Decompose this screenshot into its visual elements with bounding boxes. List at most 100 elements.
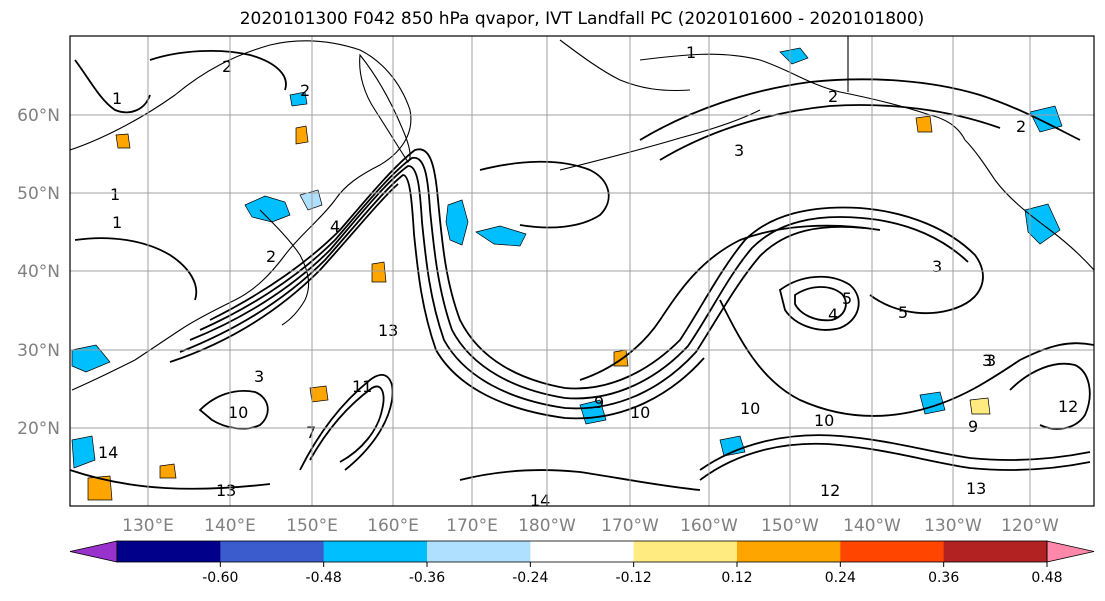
colorbar-segment bbox=[427, 541, 531, 562]
contour-line bbox=[699, 442, 1091, 481]
contour-label: 13 bbox=[966, 479, 986, 498]
lon-label: 130°E bbox=[122, 516, 174, 536]
contour-line bbox=[199, 157, 969, 400]
contour-line bbox=[639, 78, 1081, 141]
contour-label: 7 bbox=[306, 423, 316, 442]
contour-line bbox=[74, 237, 198, 301]
lat-label-50n: 50°N bbox=[17, 184, 60, 204]
ivt-contours bbox=[70, 49, 1094, 491]
shading-patch bbox=[445, 199, 469, 246]
contour-label: 10 bbox=[740, 399, 760, 418]
coastlines bbox=[70, 36, 1094, 391]
contour-label: 1 bbox=[112, 213, 122, 232]
colorbar-segment bbox=[737, 541, 841, 562]
lon-label: 130°W bbox=[924, 516, 982, 536]
colorbar-tick-label: 0.36 bbox=[928, 570, 959, 586]
shading-patch bbox=[295, 125, 309, 145]
shading-patch bbox=[71, 435, 96, 469]
coastline-aleutians bbox=[559, 109, 761, 171]
contour-label: 4 bbox=[828, 305, 838, 324]
shading-patch bbox=[244, 195, 291, 223]
lon-label: 140°W bbox=[843, 516, 901, 536]
contour-label: 3 bbox=[982, 351, 992, 370]
shading-patch bbox=[1029, 105, 1063, 133]
shading-patch bbox=[779, 47, 809, 65]
colorbar-ticks: -0.60 -0.48 -0.36 -0.24 -0.12 0.12 0.24 0.36 0.4… bbox=[202, 562, 1063, 586]
colorbar-segment bbox=[943, 541, 1048, 562]
colorbar-tick-label: -0.24 bbox=[512, 570, 548, 586]
shading-patch bbox=[719, 435, 746, 457]
shading-patch bbox=[309, 385, 329, 403]
contour-label: 2 bbox=[266, 247, 276, 266]
colorbar-tick-label: -0.36 bbox=[409, 570, 445, 586]
colorbar-tick-label: -0.12 bbox=[616, 570, 652, 586]
map-title: 2020101300 F042 850 hPa qvapor, IVT Land… bbox=[239, 9, 925, 29]
colorbar-tick-label: 0.24 bbox=[825, 570, 856, 586]
contour-label: 3 bbox=[734, 141, 744, 160]
lat-label-60n: 60°N bbox=[17, 106, 60, 126]
colorbar-tick-label: -0.60 bbox=[202, 570, 238, 586]
coastline-alaska bbox=[639, 53, 966, 141]
contour-line bbox=[699, 434, 1091, 471]
lon-label: 160°W bbox=[680, 516, 738, 536]
contour-label: 11 bbox=[352, 377, 372, 396]
colorbar: -0.60 -0.48 -0.36 -0.24 -0.12 0.12 0.24 0.36 0.4… bbox=[69, 540, 1095, 586]
colorbar-tick-label: -0.48 bbox=[306, 570, 342, 586]
lat-label-30n: 30°N bbox=[17, 341, 60, 361]
latitude-labels: 60°N 50°N 40°N 30°N 20°N bbox=[17, 106, 60, 439]
lon-label: 150°W bbox=[761, 516, 819, 536]
contour-label: 1 bbox=[110, 185, 120, 204]
coastline-siberia bbox=[559, 39, 691, 92]
contour-label: 5 bbox=[898, 303, 908, 322]
lon-label: 170°W bbox=[601, 516, 659, 536]
shading-patch bbox=[115, 133, 131, 149]
contour-label: 3 bbox=[932, 257, 942, 276]
coastline-japan bbox=[259, 209, 310, 326]
lat-label-40n: 40°N bbox=[17, 262, 60, 282]
lat-label-20n: 20°N bbox=[17, 419, 60, 439]
contour-label: 1 bbox=[686, 43, 696, 62]
shading-patch bbox=[289, 91, 308, 107]
contour-line bbox=[70, 469, 271, 490]
colorbar-outline bbox=[116, 540, 1048, 563]
contour-label: 13 bbox=[378, 321, 398, 340]
lon-label: 120°W bbox=[1001, 516, 1059, 536]
colorbar-segment bbox=[633, 541, 738, 562]
contour-label: 3 bbox=[254, 367, 264, 386]
colorbar-segment bbox=[323, 541, 428, 562]
shading-patch bbox=[915, 115, 933, 133]
colorbar-segment bbox=[840, 541, 945, 562]
contour-label: 4 bbox=[330, 217, 340, 236]
colorbar-segment bbox=[117, 541, 221, 562]
colorbar-segments bbox=[69, 540, 1095, 563]
contour-line bbox=[459, 469, 701, 491]
shading-patch bbox=[969, 397, 991, 415]
contour-label: 2 bbox=[1016, 117, 1026, 136]
contour-label: 13 bbox=[216, 481, 236, 500]
contour-label: 3 bbox=[986, 351, 996, 370]
contour-label: 14 bbox=[98, 443, 118, 462]
contour-line bbox=[299, 374, 394, 471]
contour-label: 10 bbox=[228, 403, 248, 422]
contour-label: 2 bbox=[300, 81, 310, 100]
lon-label: 170°E bbox=[446, 516, 498, 536]
contour-label: 12 bbox=[820, 481, 840, 500]
colorbar-segment bbox=[220, 541, 325, 562]
contour-line bbox=[74, 59, 151, 114]
shading-layer bbox=[71, 47, 1063, 501]
contour-label: 14 bbox=[530, 491, 550, 510]
colorbar-extend-high bbox=[1046, 540, 1095, 563]
lon-label: 180°W bbox=[518, 516, 576, 536]
contour-label: 12 bbox=[1058, 397, 1078, 416]
shading-patch bbox=[87, 475, 113, 501]
colorbar-segment bbox=[530, 541, 635, 562]
contour-label: 2 bbox=[222, 57, 232, 76]
shading-patch bbox=[371, 261, 387, 283]
map-frame bbox=[69, 35, 1095, 507]
contour-label: 5 bbox=[842, 289, 852, 308]
contour-line bbox=[309, 385, 385, 463]
colorbar-tick-label: 0.48 bbox=[1031, 570, 1062, 586]
contour-label: 10 bbox=[814, 411, 834, 430]
shading-patch bbox=[71, 344, 111, 373]
